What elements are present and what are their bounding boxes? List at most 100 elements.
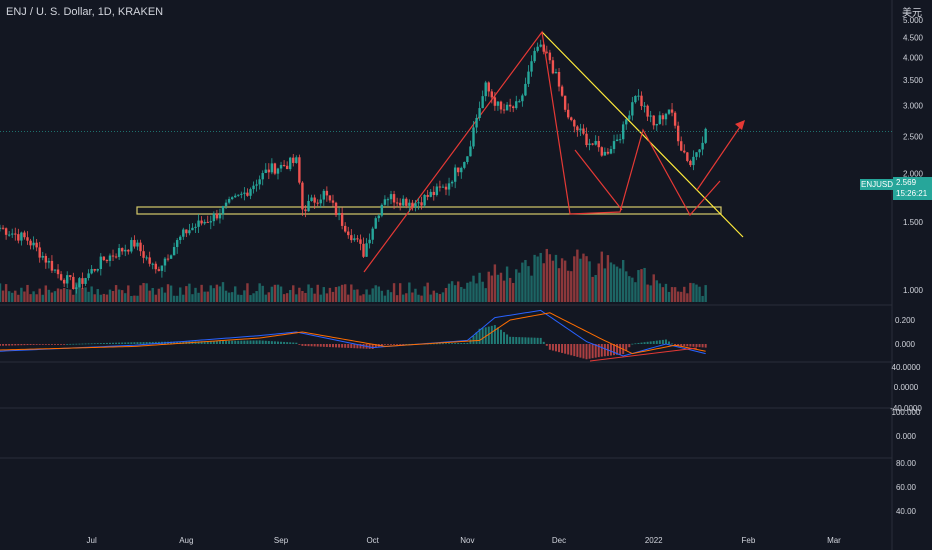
volume-bar [389, 292, 393, 302]
candle-body [322, 190, 326, 200]
macd-hist-bar [47, 344, 50, 345]
candle-body [628, 115, 631, 120]
candle-body [102, 256, 106, 261]
macd-hist-bar [228, 340, 231, 344]
macd-hist-bar [683, 344, 686, 347]
candle-body [252, 185, 255, 190]
candle-body [289, 157, 292, 170]
volume-bar [444, 287, 448, 302]
volume-bar [200, 284, 203, 302]
time-tick-label: Feb [742, 536, 756, 545]
volume-bar [347, 294, 350, 302]
volume-bar [209, 285, 212, 302]
volume-bar [661, 287, 665, 302]
volume-bar [295, 294, 298, 302]
macd-hist-bar [692, 344, 695, 347]
volume-bar [157, 288, 161, 302]
candle-body [411, 202, 414, 207]
volume-bar [484, 288, 487, 302]
volume-bar [72, 294, 75, 302]
candle-body [444, 186, 448, 190]
candle-body [87, 273, 90, 279]
volume-bar [44, 285, 48, 302]
volume-bar [230, 292, 234, 302]
macd-hist-bar [53, 344, 56, 345]
volume-bar [490, 275, 494, 302]
candle-body [93, 268, 96, 271]
volume-bar [502, 280, 506, 302]
volume-bar [66, 289, 69, 302]
candle-body [0, 227, 2, 229]
candle-body [615, 139, 619, 142]
candle-body [212, 213, 216, 222]
macd-hist-bar [652, 341, 655, 344]
macd-hist-bar [218, 340, 221, 344]
volume-bar [276, 284, 280, 302]
price-tick-label: 5.000 [903, 16, 924, 25]
candle-body [505, 104, 509, 111]
macd-hist-bar [313, 344, 316, 347]
candle-body [652, 115, 655, 126]
candle-body [689, 160, 692, 166]
volume-bar [356, 289, 359, 302]
macd-hist-bar [289, 342, 292, 344]
candle-body [313, 197, 316, 203]
volume-bar [270, 286, 274, 302]
macd-hist-bar [298, 344, 301, 345]
volume-bar [145, 283, 148, 302]
volume-bars [0, 248, 707, 302]
volume-bar [383, 295, 387, 302]
volume-bar [255, 291, 258, 302]
macd-hist-bar [69, 343, 72, 345]
macd-hist-bar [671, 343, 674, 345]
candle-body [26, 237, 29, 241]
oscillator-tick-label: 80.00 [896, 459, 917, 468]
volume-bar [392, 283, 396, 302]
candle-body [518, 101, 521, 103]
candle-body [84, 278, 87, 284]
macd-hist-bar [539, 337, 542, 344]
macd-hist-bar [686, 344, 689, 347]
macd-hist-bar [542, 341, 545, 344]
candle-body [124, 249, 127, 252]
candle-body [325, 190, 329, 196]
candle-body [457, 167, 460, 173]
candle-body [680, 141, 683, 151]
candle-body [579, 128, 582, 131]
volume-bar [573, 256, 576, 302]
volume-bar [38, 288, 41, 302]
candle-body [429, 191, 432, 197]
volume-bar [26, 284, 29, 302]
macd-hist-bar [246, 340, 249, 344]
volume-bar [139, 285, 142, 302]
macd-hist-bar [139, 342, 142, 344]
macd-hist-bar [273, 341, 276, 344]
candle-body [377, 215, 380, 219]
time-tick-label: Mar [827, 536, 841, 545]
macd-hist-bar [267, 340, 270, 344]
candle-body [450, 181, 454, 184]
candle-body [234, 195, 237, 198]
candle-body [157, 269, 161, 271]
macd-hist-bar [567, 344, 570, 355]
volume-bar [527, 266, 530, 302]
volume-bar [252, 293, 255, 302]
volume-bar [359, 295, 362, 302]
candle-body [240, 193, 243, 195]
candle-body [686, 152, 689, 161]
macd-hist-bar [475, 332, 478, 344]
candle-body [59, 274, 63, 280]
macd-hist-bar [319, 344, 322, 347]
macd-hist-bar [478, 328, 481, 344]
volume-bar [683, 286, 686, 302]
volume-bar [307, 284, 310, 302]
volume-bar [582, 253, 585, 302]
candle-body [4, 228, 8, 235]
volume-bar [536, 256, 539, 302]
candle-body [331, 200, 335, 203]
volume-bar [185, 286, 188, 302]
candle-body [261, 173, 264, 180]
candle-body [463, 161, 466, 168]
candle-body [133, 240, 136, 247]
